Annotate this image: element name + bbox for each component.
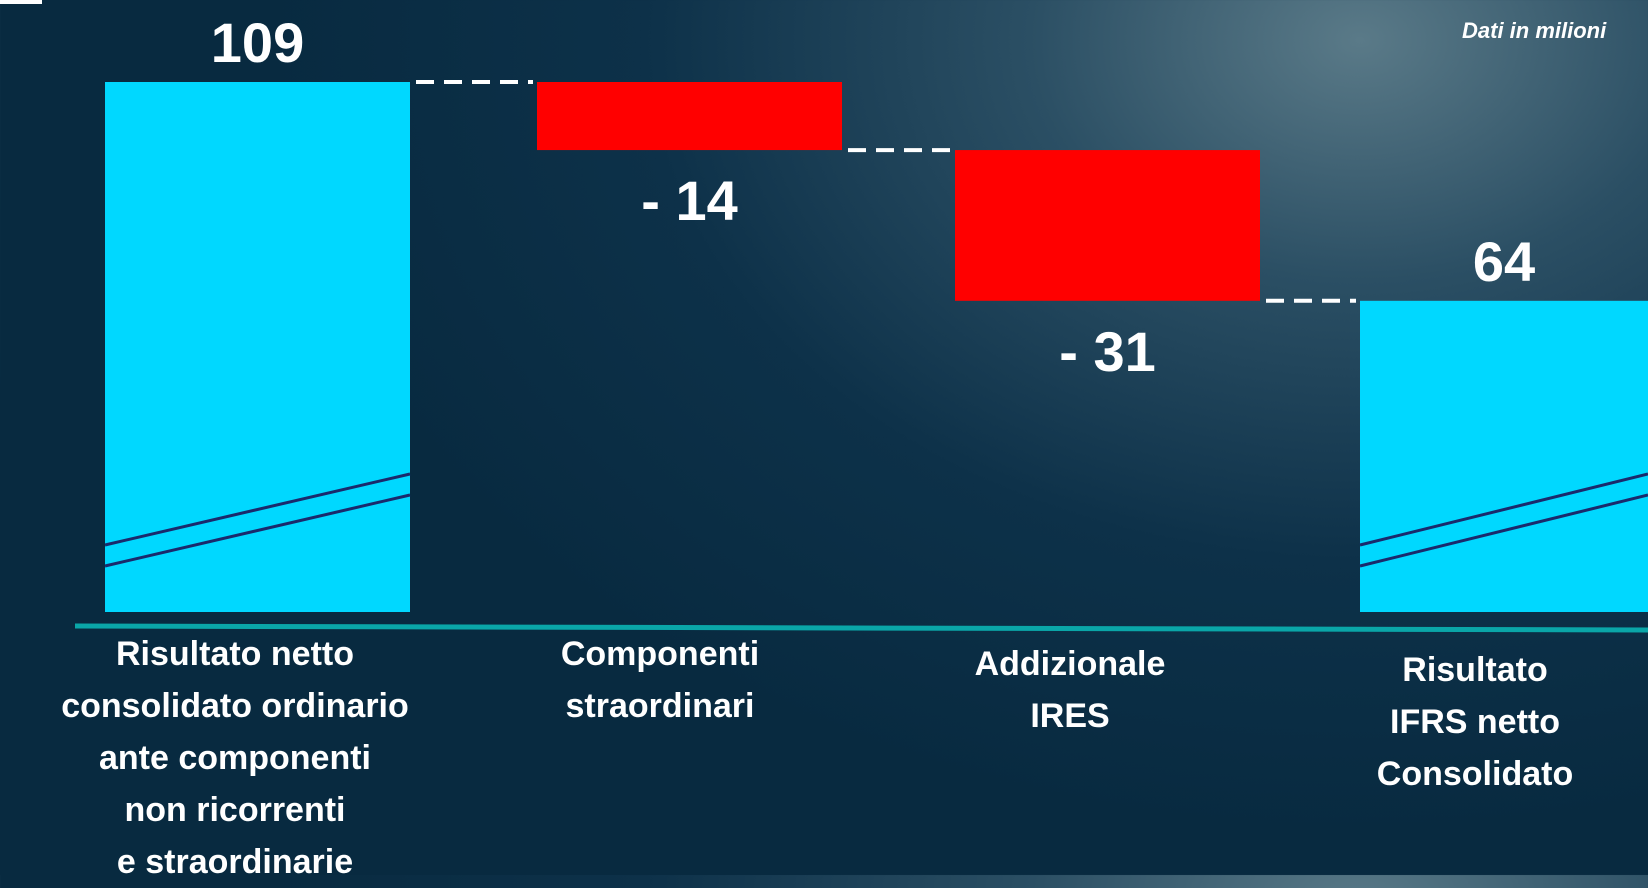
value-label-3: 64 [1473,230,1535,293]
category-label-componenti-straordinari: Componenti straordinari [560,635,760,725]
axis-break-line-3b [1359,493,1648,568]
bar-1 [537,82,842,151]
category-label-addizionale-ires: Addizionale IRES [974,645,1166,735]
value-label-1: - 14 [641,169,738,232]
category-label-risultato-ifrs: Risultato IFRS netto Consolidato [1376,651,1574,793]
bar-2 [955,150,1260,301]
corner-mark [0,0,42,4]
value-label-0: 109 [211,11,304,74]
axis-break-line-0b [104,493,411,568]
bar-3 [1360,300,1648,612]
x-axis-line [74,623,1648,633]
value-label-2: - 31 [1059,320,1156,383]
axis-break-line-0a [104,472,411,547]
category-label-risultato-ordinario: Risultato netto consolidato ordinario an… [61,635,409,881]
unit-note: Dati in milioni [1462,18,1607,43]
bar-0 [105,82,410,612]
axis-break-line-3a [1359,472,1648,547]
